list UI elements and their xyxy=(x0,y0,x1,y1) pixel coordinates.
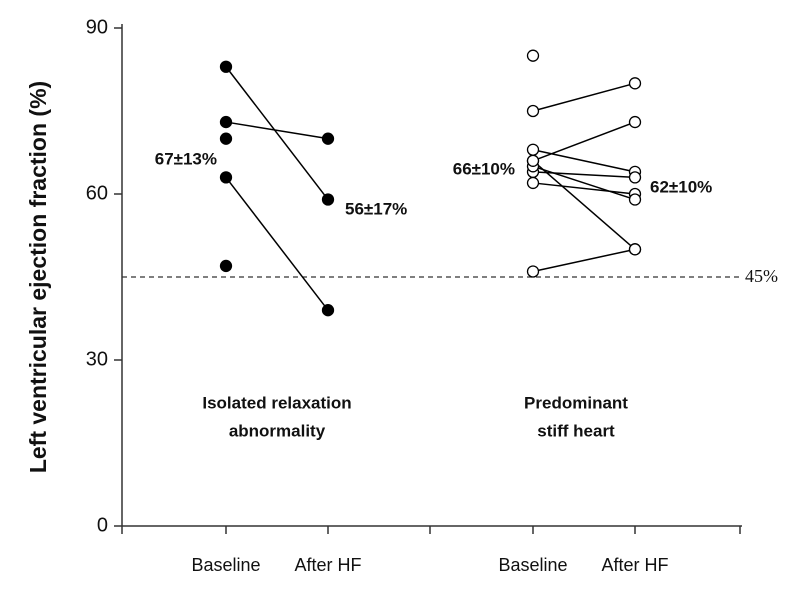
data-point xyxy=(219,115,233,129)
annotation: 62±10% xyxy=(650,177,712,196)
data-point xyxy=(321,304,335,317)
data-point xyxy=(628,115,642,129)
data-point xyxy=(219,132,233,145)
pair-line xyxy=(532,121,636,162)
data-point xyxy=(526,176,540,190)
x-tick-label: After HF xyxy=(294,555,361,575)
y-tick-label: 0 xyxy=(97,514,108,536)
data-point xyxy=(628,171,642,184)
data-point xyxy=(321,132,335,145)
data-point xyxy=(526,143,540,156)
annotation: 67±13% xyxy=(155,149,217,168)
y-tick-label: 90 xyxy=(86,16,108,38)
pair-line xyxy=(225,121,329,140)
data-point xyxy=(526,49,540,62)
y-tick-label: 30 xyxy=(86,348,108,370)
data-point xyxy=(219,171,233,184)
group-label: Isolated relaxation xyxy=(202,393,351,412)
pair-line xyxy=(532,149,636,173)
data-point xyxy=(219,60,233,73)
pair-line xyxy=(532,82,636,112)
x-tick-label: Baseline xyxy=(498,555,567,575)
data-point xyxy=(526,104,540,118)
annotation: 66±10% xyxy=(453,159,515,178)
pair-line xyxy=(532,160,636,250)
pair-line xyxy=(532,248,636,273)
pair-line xyxy=(532,171,636,179)
y-tick-label: 60 xyxy=(86,182,108,204)
x-tick-label: Baseline xyxy=(191,555,260,575)
data-point xyxy=(628,243,642,256)
data-point xyxy=(321,193,335,206)
data-point xyxy=(219,259,233,273)
group-label: abnormality xyxy=(229,421,326,440)
data-point xyxy=(628,77,642,90)
y-axis-label: Left ventricular ejection fraction (%) xyxy=(25,81,51,473)
group-label: stiff heart xyxy=(537,421,615,440)
data-point xyxy=(526,154,540,167)
pair-line xyxy=(532,182,636,195)
group-label: Predominant xyxy=(524,393,628,412)
pair-line xyxy=(225,176,329,311)
x-tick-label: After HF xyxy=(601,555,668,575)
pair-line xyxy=(532,165,636,201)
annotation: 56±17% xyxy=(345,199,407,218)
pair-line xyxy=(225,66,329,200)
data-point xyxy=(628,193,642,206)
reference-label: 45% xyxy=(745,266,778,286)
data-point xyxy=(526,265,540,278)
